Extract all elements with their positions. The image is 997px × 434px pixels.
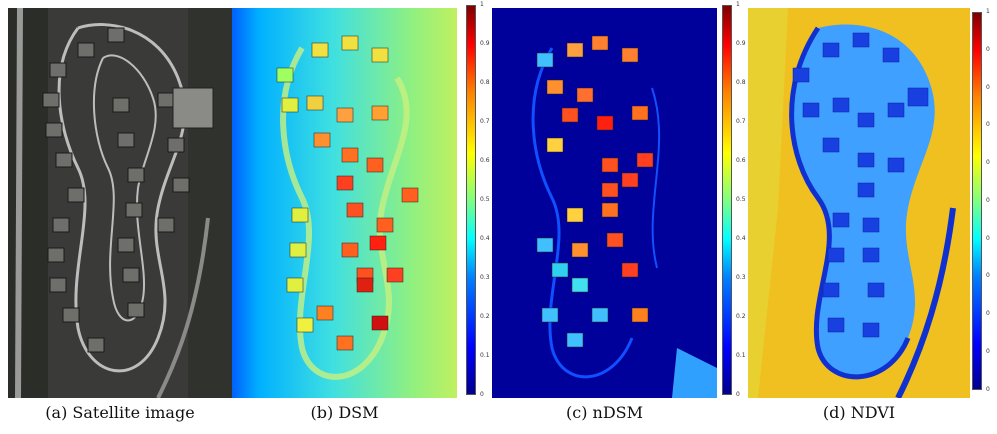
tick: 0.5	[480, 196, 490, 203]
caption-dsm: (b) DSM	[310, 403, 379, 422]
tick: 0.2	[736, 313, 746, 320]
tick: 0	[986, 235, 990, 242]
tick: 0	[986, 121, 990, 128]
ndvi-panel	[748, 8, 970, 398]
ndsm-panel	[492, 8, 717, 398]
dsm-colorbar	[466, 5, 476, 395]
tick: 0.3	[480, 274, 490, 281]
caption-satellite-image: (a) Satellite image	[45, 403, 195, 422]
tick: 0.3	[736, 274, 746, 281]
tick: 0	[986, 159, 990, 166]
tick: 0.9	[736, 40, 746, 47]
ndsm-colorbar	[722, 5, 732, 395]
tick: 1	[736, 1, 740, 8]
tick: 0	[480, 391, 484, 398]
tick: 0	[986, 386, 990, 393]
ndvi-map	[748, 8, 970, 398]
dsm-colorbar-gradient	[466, 5, 476, 395]
ndvi-colorbar	[972, 12, 982, 390]
ndvi-colorbar-ticks: 1 0 0 0 0 0 0 0 0 0 0	[986, 9, 996, 395]
tick: 0	[986, 46, 990, 53]
tick: 0.7	[736, 118, 746, 125]
tick: 0.1	[480, 352, 490, 359]
tick: 0.6	[480, 157, 490, 164]
tick: 0	[986, 197, 990, 204]
ndvi-colorbar-gradient	[972, 12, 982, 390]
tick: 0.2	[480, 313, 490, 320]
tick: 0.7	[480, 118, 490, 125]
tick: 1	[986, 8, 990, 15]
ndsm-colorbar-gradient	[722, 5, 732, 395]
dsm-panel	[232, 8, 457, 398]
tick: 0.4	[480, 235, 490, 242]
tick: 0.5	[736, 196, 746, 203]
tick: 0.6	[736, 157, 746, 164]
tick: 0.9	[480, 40, 490, 47]
tick: 0.8	[480, 79, 490, 86]
tick: 0	[986, 84, 990, 91]
satellite-image	[8, 8, 232, 398]
tick: 0	[736, 391, 740, 398]
ndsm-colorbar-ticks: 1 0.9 0.8 0.7 0.6 0.5 0.4 0.3 0.2 0.1 0	[736, 2, 750, 398]
ndsm-map	[492, 8, 717, 398]
tick: 0	[986, 348, 990, 355]
tick: 0.4	[736, 235, 746, 242]
tick: 0	[986, 272, 990, 279]
tick: 1	[480, 1, 484, 8]
caption-ndsm: (c) nDSM	[565, 403, 643, 422]
dsm-map	[232, 8, 457, 398]
tick: 0.8	[736, 79, 746, 86]
dsm-colorbar-ticks: 1 0.9 0.8 0.7 0.6 0.5 0.4 0.3 0.2 0.1 0	[480, 2, 494, 398]
tick: 0.1	[736, 352, 746, 359]
caption-ndvi: (d) NDVI	[822, 403, 896, 422]
satellite-image-panel	[8, 8, 232, 398]
tick: 0	[986, 310, 990, 317]
